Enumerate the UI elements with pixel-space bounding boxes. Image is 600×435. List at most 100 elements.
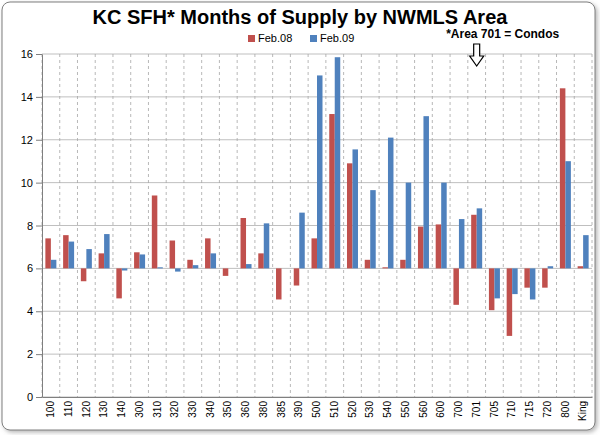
x-tick: 600	[435, 397, 446, 418]
x-tick: 340	[205, 397, 216, 418]
bar	[258, 253, 264, 268]
bar	[329, 114, 335, 268]
bar	[312, 238, 318, 268]
bar	[69, 242, 75, 269]
bar	[81, 268, 87, 281]
x-axis: 1001101201301403003103203303403503603803…	[43, 397, 593, 421]
bar	[542, 268, 548, 287]
x-tick-label: 300	[134, 401, 145, 418]
bar	[347, 163, 353, 268]
x-tick: 100	[45, 397, 56, 418]
category-separator	[272, 54, 273, 397]
bar	[406, 183, 412, 269]
bar	[524, 268, 530, 287]
y-tick-mark	[36, 311, 42, 312]
bar	[335, 57, 341, 268]
x-tick: 385	[276, 397, 287, 418]
category-separator	[148, 54, 149, 397]
y-tick-mark	[36, 268, 42, 269]
x-tick: 130	[98, 397, 109, 418]
category-separator	[521, 54, 522, 397]
bar	[512, 268, 518, 294]
legend-label: Feb.09	[320, 32, 354, 44]
category-separator	[166, 54, 167, 397]
x-tick-label: 140	[116, 401, 127, 418]
category-separator	[290, 54, 291, 397]
category-separator	[219, 54, 220, 397]
x-tick-label: 550	[400, 401, 411, 418]
category-separator	[450, 54, 451, 397]
bar	[157, 267, 163, 268]
chart: KC SFH* Months of Supply by NWMLS Area02…	[0, 0, 600, 435]
x-tick: 550	[400, 397, 411, 418]
y-tick-mark	[36, 54, 42, 55]
bar	[187, 260, 193, 269]
y-tick: 0	[27, 391, 42, 403]
y-tick-label: 16	[21, 48, 33, 60]
x-tick-label: 110	[63, 401, 74, 417]
x-tick-label: 310	[152, 401, 163, 418]
y-tick: 10	[21, 177, 42, 189]
x-tick-label: 520	[347, 401, 358, 418]
x-tick: 560	[418, 397, 429, 418]
legend-item: Feb.09	[310, 32, 354, 44]
bar	[175, 268, 181, 271]
x-tick: 500	[311, 397, 322, 418]
bar	[299, 213, 305, 269]
bar	[507, 268, 512, 336]
x-tick: 390	[293, 397, 304, 418]
x-tick: 300	[134, 397, 145, 418]
x-tick: 510	[329, 397, 340, 418]
y-tick: 6	[27, 262, 42, 274]
bar	[276, 268, 282, 299]
y-tick-label: 6	[27, 262, 33, 274]
x-tick: 720	[542, 397, 553, 418]
x-tick-label: 350	[222, 401, 233, 418]
x-tick: 710	[506, 397, 517, 418]
bar	[104, 234, 110, 268]
x-tick: 120	[81, 397, 92, 418]
bar	[489, 268, 495, 310]
grid-line	[42, 397, 592, 398]
y-tick-label: 12	[21, 134, 33, 146]
x-tick: 110	[63, 397, 74, 417]
bar	[246, 264, 252, 268]
y-tick: 14	[21, 91, 42, 103]
x-tick: 350	[222, 397, 233, 418]
bar	[418, 227, 424, 269]
x-tick: 140	[116, 397, 127, 418]
x-tick-label: 705	[489, 401, 500, 418]
y-tick-label: 2	[27, 348, 33, 360]
category-separator	[538, 54, 539, 397]
bar	[122, 268, 128, 270]
bar	[134, 252, 140, 268]
x-tick-label: 600	[435, 401, 446, 418]
x-tick-label: 720	[542, 401, 553, 418]
bar	[241, 218, 247, 268]
y-tick-label: 4	[27, 305, 33, 317]
category-separator	[95, 54, 96, 397]
category-separator	[201, 54, 202, 397]
bar	[382, 267, 388, 268]
bar	[211, 253, 217, 268]
bar	[317, 75, 323, 268]
x-tick: 800	[560, 397, 571, 418]
y-tick-mark	[36, 183, 42, 184]
x-tick-label: 130	[98, 401, 109, 418]
category-separator	[254, 54, 255, 397]
y-tick-mark	[36, 97, 42, 98]
bar	[282, 268, 288, 269]
category-separator	[396, 54, 397, 397]
category-separator	[59, 54, 60, 397]
category-separator	[343, 54, 344, 397]
bar	[423, 116, 429, 268]
x-tick-label: King	[577, 401, 588, 421]
x-tick-label: 330	[187, 401, 198, 418]
x-tick-label: 360	[240, 401, 251, 418]
x-tick: 705	[489, 397, 500, 418]
bar	[352, 149, 358, 268]
category-separator	[112, 54, 113, 397]
x-tick: 540	[382, 397, 393, 418]
x-tick-label: 100	[45, 401, 56, 418]
y-tick: 4	[27, 305, 42, 317]
